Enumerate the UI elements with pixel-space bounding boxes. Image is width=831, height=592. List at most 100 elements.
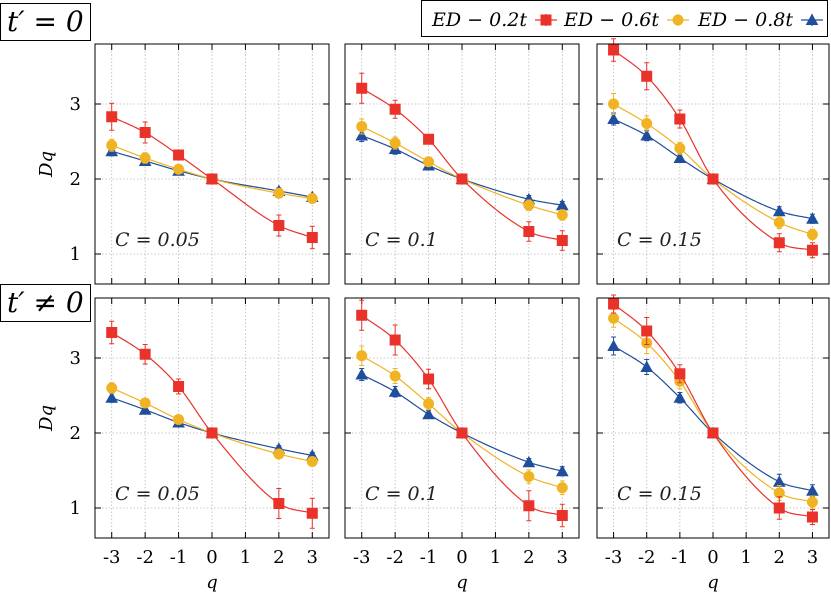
- panel-frame: [344, 43, 580, 285]
- point-0-1: [641, 325, 653, 337]
- panel-frame: [596, 297, 830, 539]
- panel-6: C = 0.15 -3 -2 -1 0 1 2 3 q: [596, 294, 830, 592]
- point-0-3: [456, 173, 468, 185]
- point-1-0: [106, 139, 118, 151]
- point-0-0: [608, 44, 620, 56]
- row-label-bottom-text: t′ ≠ 0: [7, 286, 84, 319]
- point-1-0: [356, 350, 368, 362]
- point-2-1: [138, 403, 152, 415]
- point-2-1: [388, 385, 402, 397]
- series-line-2: [613, 118, 813, 220]
- point-0-2: [173, 149, 185, 161]
- legend-marker-triangle-icon: [800, 13, 823, 26]
- point-0-1: [641, 70, 653, 82]
- y-tick-label-0: 1: [70, 498, 81, 519]
- x-tick-label-1: -2: [638, 547, 656, 568]
- point-1-5: [306, 456, 318, 467]
- y-tick-label-1: 2: [70, 423, 81, 444]
- point-0-2: [674, 113, 686, 125]
- point-0-2: [423, 133, 435, 145]
- point-2-5: [806, 212, 819, 224]
- point-0-3: [206, 427, 218, 439]
- point-0-1: [389, 334, 401, 346]
- x-tick-label-3: 0: [456, 547, 467, 568]
- legend: ED − 0.2t ED − 0.6t ED − 0.8t: [421, 0, 828, 37]
- legend-marker-0: [540, 14, 552, 25]
- panel-4: C = 0.05 1 2 3 Dq -3 -2 -1 0 1 2 3 q: [36, 297, 330, 592]
- panel-2: C = 0.1: [344, 43, 580, 285]
- x-tick-label-5: 2: [273, 547, 284, 568]
- point-1-5: [556, 209, 568, 221]
- point-1-4: [273, 448, 285, 460]
- x-tick-label-6: 3: [557, 547, 568, 568]
- point-0-2: [173, 381, 185, 392]
- panel-frame: [596, 43, 830, 285]
- point-2-4: [522, 455, 536, 468]
- annotation: C = 0.15: [617, 229, 702, 251]
- point-0-0: [106, 327, 118, 338]
- legend-entry-2: ED − 0.8t: [698, 1, 825, 38]
- x-tick-label-3: 0: [206, 547, 217, 568]
- x-tick-label-4: 1: [740, 547, 751, 568]
- legend-entry-1: ED − 0.6t: [564, 1, 691, 38]
- point-1-1: [641, 118, 653, 129]
- point-0-0: [106, 111, 118, 123]
- point-0-5: [806, 244, 818, 256]
- y-tick-label-0: 1: [70, 244, 81, 265]
- point-1-0: [608, 312, 620, 324]
- point-1-4: [773, 487, 785, 499]
- panel-3: C = 0.15: [596, 38, 830, 285]
- point-0-4: [523, 500, 535, 512]
- point-1-0: [356, 121, 368, 132]
- point-1-5: [306, 193, 318, 204]
- row-label-top-text: t′ = 0: [7, 5, 84, 38]
- y-tick-label-1: 2: [70, 169, 81, 190]
- x-tick-label-3: 0: [707, 547, 718, 568]
- x-tick-label-2: -1: [671, 547, 689, 568]
- point-0-0: [356, 309, 368, 321]
- x-tick-label-5: 2: [774, 547, 785, 568]
- x-tick-label-2: -1: [420, 547, 438, 568]
- y-tick-label-2: 3: [70, 94, 81, 115]
- point-0-0: [356, 82, 368, 94]
- point-2-1: [640, 129, 654, 141]
- point-2-5: [555, 464, 569, 477]
- annotation: C = 0.1: [365, 229, 438, 251]
- point-0-4: [273, 220, 285, 231]
- x-tick-label-6: 3: [307, 547, 318, 568]
- point-1-5: [556, 482, 568, 494]
- x-tick-label-1: -2: [386, 547, 404, 568]
- legend-label-2: ED − 0.8t: [698, 8, 793, 31]
- point-0-2: [674, 368, 686, 380]
- point-1-5: [806, 229, 818, 240]
- legend-entry-0: ED − 0.2t: [432, 1, 559, 38]
- point-1-1: [139, 397, 151, 409]
- legend-marker-square-icon: [534, 13, 557, 26]
- x-tick-label-5: 2: [523, 547, 534, 568]
- point-0-4: [773, 502, 785, 514]
- point-2-2: [422, 407, 435, 420]
- x-tick-label-0: -3: [605, 547, 623, 568]
- panel-1: C = 0.05 1 2 3 Dq: [36, 43, 330, 285]
- point-1-2: [173, 163, 185, 175]
- point-0-1: [139, 127, 151, 138]
- annotation: C = 0.05: [115, 483, 200, 505]
- point-1-1: [139, 152, 151, 164]
- x-tick-label-0: -3: [353, 547, 371, 568]
- point-1-5: [806, 496, 818, 508]
- point-2-0: [355, 129, 369, 141]
- annotation: C = 0.1: [365, 483, 438, 505]
- x-axis-label: q: [206, 572, 218, 592]
- point-0-4: [523, 226, 535, 237]
- x-tick-label-2: -1: [170, 547, 188, 568]
- point-1-2: [173, 414, 185, 425]
- panel-frame: [94, 43, 330, 285]
- x-tick-label-4: 1: [240, 547, 251, 568]
- point-0-1: [389, 103, 401, 115]
- point-0-0: [608, 298, 620, 310]
- annotation: C = 0.15: [617, 483, 702, 505]
- point-1-1: [389, 370, 401, 382]
- point-0-3: [206, 173, 218, 185]
- point-0-4: [273, 498, 285, 509]
- panel-5: C = 0.1 -3 -2 -1 0 1 2 3 q: [344, 297, 580, 592]
